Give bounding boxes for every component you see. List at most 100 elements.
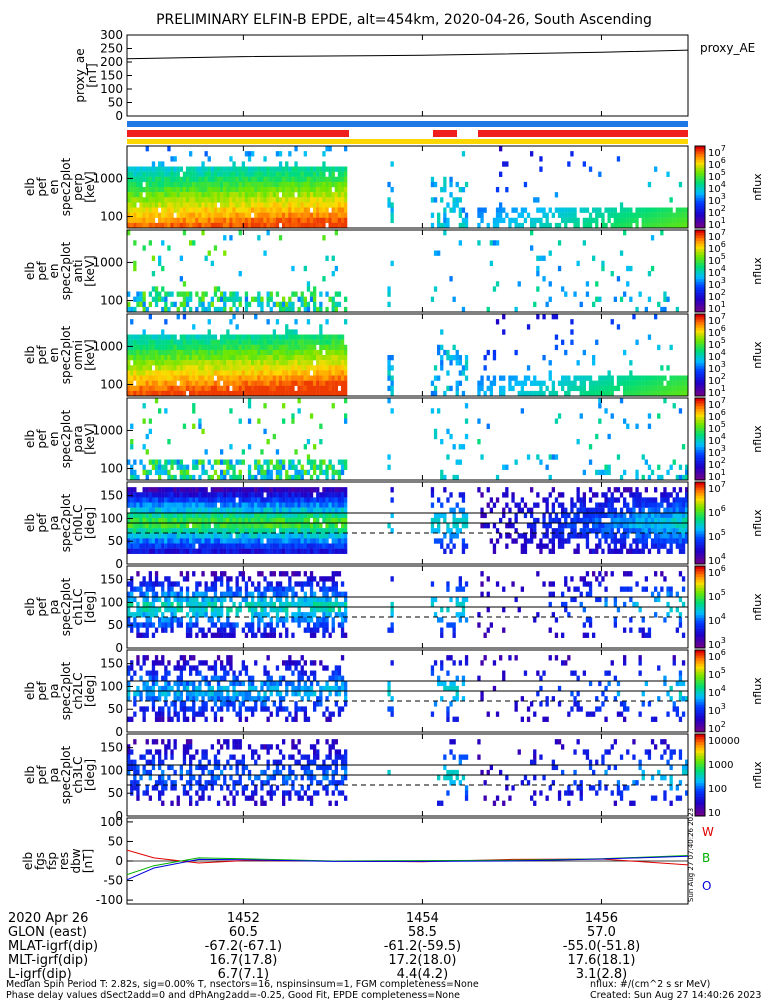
colorbar-title: nflux: [751, 341, 764, 369]
spectrogram-cell: [601, 265, 605, 272]
pitch-angle-cell: [291, 533, 295, 539]
pitch-angle-cell: [223, 507, 227, 513]
pitch-angle-cell: [257, 538, 261, 544]
spectrogram-cell: [316, 474, 320, 481]
pitch-angle-cell: [195, 497, 199, 503]
pitch-angle-cell: [331, 507, 335, 513]
spectrogram-cell: [592, 385, 596, 392]
spectrogram-cell: [387, 385, 391, 392]
spectrogram-cell: [316, 202, 320, 208]
pitch-angle-cell: [161, 507, 165, 513]
pitch-angle-cell: [158, 607, 162, 613]
spectrogram-cell: [170, 197, 174, 203]
spectrogram-cell: [201, 301, 205, 308]
pitch-angle-cell: [604, 512, 608, 519]
pitch-angle-cell: [557, 533, 562, 539]
pitch-angle-cell: [127, 612, 131, 618]
spectrogram-cell: [303, 171, 307, 177]
spectrogram-cell: [238, 271, 242, 277]
spectrogram-cell: [223, 306, 227, 313]
spectrogram-cell: [294, 166, 298, 172]
pitch-angle-cell: [154, 591, 159, 597]
spectrogram-cell: [238, 301, 242, 308]
spectrogram-cell: [182, 181, 187, 188]
colorbar-swatch: [695, 260, 705, 264]
spectrogram-cell: [443, 222, 447, 229]
spectrogram-cell: [660, 365, 664, 371]
spectrogram-cell: [179, 474, 183, 481]
spectrogram-cell: [505, 161, 509, 167]
spectrogram-cell: [282, 375, 286, 381]
spectrogram-cell: [433, 375, 438, 381]
pitch-angle-cell: [616, 548, 621, 554]
pitch-angle-cell: [294, 497, 298, 503]
spectrogram-cell: [604, 385, 608, 392]
spectrogram-cell: [666, 385, 670, 392]
spectrogram-cell: [142, 212, 146, 218]
spectrogram-cell: [220, 166, 224, 172]
spectrogram-cell: [278, 365, 283, 371]
spectrogram-cell: [216, 380, 221, 386]
pitch-angle-cell: [495, 538, 500, 544]
pitch-angle-cell: [142, 492, 146, 498]
pitch-angle-cell: [282, 487, 286, 493]
pitch-angle-cell: [595, 533, 599, 539]
spectrogram-cell: [303, 365, 307, 371]
spectrogram-cell: [254, 464, 258, 470]
pitch-angle-cell: [638, 528, 642, 534]
spectrogram-cell: [216, 385, 221, 392]
spectrogram-cell: [161, 296, 165, 302]
spectrogram-cell: [278, 151, 283, 157]
spectrogram-cell: [158, 390, 162, 397]
pitch-angle-cell: [130, 581, 134, 587]
spectrogram-cell: [663, 375, 667, 381]
pitch-angle-cell: [154, 538, 159, 544]
pitch-angle-pef_pa_ch0LC-ylabel-line: [deg]: [83, 507, 97, 539]
pitch-angle-cell: [213, 612, 218, 618]
spectrogram-cell: [210, 166, 214, 172]
pitch-angle-cell: [244, 497, 249, 503]
spectrogram-cell: [257, 459, 261, 465]
pitch-angle-cell: [613, 517, 617, 524]
spectrogram-cell: [623, 212, 627, 218]
pitch-angle-cell: [285, 507, 289, 513]
pitch-angle-cell: [285, 497, 289, 503]
pitch-angle-cell: [198, 523, 202, 529]
spectrogram-cell: [148, 212, 152, 218]
spectrogram-cell: [263, 222, 267, 229]
spectrogram-cell: [148, 459, 152, 465]
pitch-angle-cell: [638, 512, 642, 519]
pitch-angle-cell: [251, 548, 255, 554]
pitch-angle-cell: [229, 622, 233, 628]
pitch-angle-cell: [303, 517, 307, 524]
pitch-angle-cell: [340, 533, 345, 539]
pitch-angle-cell: [297, 523, 301, 529]
spectrogram-cell: [440, 469, 444, 476]
pitch-angle-cell: [269, 512, 273, 519]
spectrogram-cell: [508, 380, 512, 386]
spectrogram-cell: [257, 469, 261, 476]
spectrogram-cell: [254, 222, 258, 229]
colorbar-swatch: [695, 309, 705, 313]
spectrogram-cell: [635, 222, 639, 229]
colorbar-swatch: [695, 495, 705, 499]
spectrogram-cell: [331, 334, 335, 340]
pitch-angle-cell: [232, 492, 236, 498]
pitch-angle-cell: [443, 487, 447, 493]
pitch-angle-cell: [136, 528, 140, 534]
pitch-angle-cell: [148, 576, 152, 582]
pitch-angle-cell: [130, 586, 134, 592]
spectrogram-cell: [130, 207, 134, 213]
pitch-angle-cell: [675, 523, 679, 529]
colorbar-swatch: [695, 490, 705, 494]
pitch-angle-cell: [154, 607, 159, 613]
spectrogram-cell: [130, 370, 134, 376]
spectrogram-cell: [260, 375, 264, 381]
spectrogram-cell: [145, 181, 149, 188]
spectrogram-cell: [607, 370, 611, 376]
spectrogram-cell: [145, 365, 149, 371]
spectrogram-cell: [573, 291, 577, 297]
spectrogram-cell: [139, 344, 143, 351]
spectrogram-cell: [344, 413, 348, 419]
spectrogram-cell: [257, 202, 261, 208]
